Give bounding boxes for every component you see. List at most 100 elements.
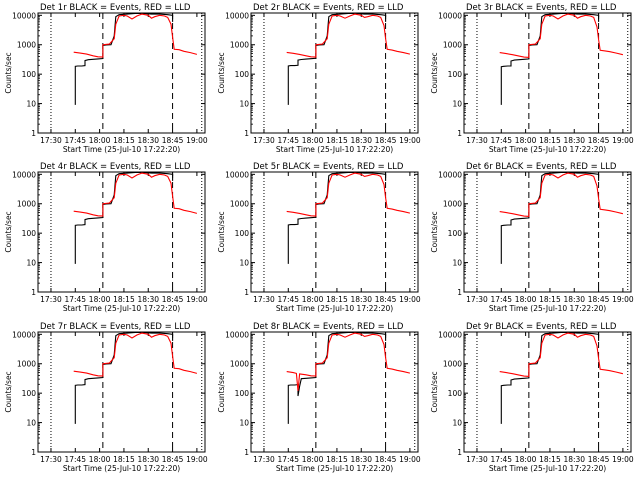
panel-title: Det 8r BLACK = Events, RED = LLD (253, 322, 404, 332)
detector-panel-6: Det 6r BLACK = Events, RED = LLD 1 10 100 10… (430, 162, 634, 313)
series-black-events-line (500, 171, 600, 264)
plot-frame (463, 331, 632, 453)
y-tick-label: 1000 (230, 41, 249, 50)
plot-frame (37, 171, 206, 293)
x-tick-label: 18:45 (588, 455, 610, 464)
x-tick-label: 18:30 (137, 136, 159, 145)
y-tick-label: 10000 (438, 170, 462, 179)
y-tick-label: 10000 (438, 330, 462, 339)
x-tick-label: 17:45 (490, 136, 512, 145)
y-axis-label: Counts/sec (4, 211, 13, 252)
x-tick-label: 18:30 (137, 455, 159, 464)
y-tick-label: 100 (448, 229, 463, 238)
series-red-lld-line (73, 13, 198, 58)
y-tick-label: 100 (235, 389, 250, 398)
y-tick-label: 1 (457, 288, 462, 297)
x-tick-label: 19:00 (399, 455, 421, 464)
x-tick-label: 18:00 (302, 136, 324, 145)
x-axis-label: Start Time (25-Jul-10 17:22:20) (489, 304, 606, 313)
y-tick-label: 10000 (225, 11, 249, 20)
y-tick-label: 10000 (438, 11, 462, 20)
x-tick-label: 17:45 (277, 455, 299, 464)
x-tick-label: 17:45 (490, 455, 512, 464)
series-black-events-line (287, 12, 387, 105)
y-tick-label: 1 (244, 448, 249, 457)
series-red-lld-line (499, 332, 624, 377)
x-tick-label: 18:30 (563, 136, 585, 145)
x-tick-label: 18:00 (515, 455, 537, 464)
y-axis-label: Counts/sec (217, 52, 226, 93)
x-tick-label: 17:30 (40, 136, 62, 145)
x-tick-label: 17:30 (466, 295, 488, 304)
x-tick-label: 19:00 (612, 455, 634, 464)
y-tick-label: 10 (26, 100, 36, 109)
x-tick-label: 18:00 (302, 455, 324, 464)
x-tick-label: 19:00 (612, 136, 634, 145)
x-tick-label: 17:30 (253, 455, 275, 464)
x-axis-label: Start Time (25-Jul-10 17:22:20) (276, 464, 393, 473)
x-tick-label: 18:15 (113, 136, 135, 145)
y-tick-label: 100 (448, 389, 463, 398)
x-tick-label: 18:15 (326, 295, 348, 304)
x-tick-label: 17:45 (277, 136, 299, 145)
y-tick-label: 10000 (225, 330, 249, 339)
series-red-lld-line (286, 172, 411, 217)
y-tick-label: 1000 (17, 200, 36, 209)
y-tick-label: 10 (26, 259, 36, 268)
series-black-events-line (74, 331, 174, 424)
y-tick-label: 10 (239, 259, 249, 268)
x-tick-label: 17:30 (253, 295, 275, 304)
x-tick-label: 19:00 (186, 455, 208, 464)
x-tick-label: 18:00 (302, 295, 324, 304)
y-tick-label: 1000 (17, 360, 36, 369)
y-tick-label: 10 (452, 259, 462, 268)
series-black-events-line (74, 171, 174, 264)
y-tick-label: 1 (457, 129, 462, 138)
detector-panel-3: Det 3r BLACK = Events, RED = LLD 1 10 100 10… (430, 3, 634, 154)
y-tick-label: 10 (452, 100, 462, 109)
y-tick-label: 1 (457, 448, 462, 457)
x-tick-label: 18:15 (113, 295, 135, 304)
detector-panel-5: Det 5r BLACK = Events, RED = LLD 1 10 100 10… (217, 162, 421, 313)
detector-panel-4: Det 4r BLACK = Events, RED = LLD 1 10 100 10… (4, 162, 208, 313)
x-tick-label: 18:30 (350, 455, 372, 464)
detector-panel-7: Det 7r BLACK = Events, RED = LLD 1 10 100 10… (4, 322, 208, 473)
x-tick-label: 17:45 (277, 295, 299, 304)
x-tick-label: 18:00 (89, 295, 111, 304)
y-tick-label: 100 (22, 70, 37, 79)
y-tick-label: 100 (22, 229, 37, 238)
x-tick-label: 18:30 (350, 136, 372, 145)
x-tick-label: 17:45 (64, 136, 86, 145)
y-tick-label: 10000 (12, 170, 36, 179)
detector-panel-9: Det 9r BLACK = Events, RED = LLD 1 10 100 10… (430, 322, 634, 473)
series-black-events-line (287, 331, 387, 424)
panel-title: Det 1r BLACK = Events, RED = LLD (40, 3, 191, 13)
y-tick-label: 10 (239, 100, 249, 109)
x-tick-label: 18:00 (515, 295, 537, 304)
x-tick-label: 17:45 (490, 295, 512, 304)
x-tick-label: 18:45 (162, 455, 184, 464)
detector-panel-2: Det 2r BLACK = Events, RED = LLD 1 10 100 10… (217, 3, 421, 154)
series-red-lld-line (73, 172, 198, 217)
x-axis-label: Start Time (25-Jul-10 17:22:20) (489, 464, 606, 473)
x-axis-label: Start Time (25-Jul-10 17:22:20) (63, 145, 180, 154)
x-tick-label: 17:30 (253, 136, 275, 145)
x-tick-label: 19:00 (612, 295, 634, 304)
y-tick-label: 1000 (443, 360, 462, 369)
y-tick-label: 10 (239, 419, 249, 428)
series-black-events-line (500, 12, 600, 105)
series-red-lld-line (73, 332, 198, 377)
y-tick-label: 1000 (230, 200, 249, 209)
x-tick-label: 19:00 (399, 295, 421, 304)
y-tick-label: 100 (448, 70, 463, 79)
x-axis-label: Start Time (25-Jul-10 17:22:20) (276, 304, 393, 313)
y-axis-label: Counts/sec (430, 371, 439, 412)
y-tick-label: 10 (26, 419, 36, 428)
series-black-events-line (500, 331, 600, 424)
x-tick-label: 17:30 (466, 136, 488, 145)
y-axis-label: Counts/sec (217, 371, 226, 412)
panel-title: Det 2r BLACK = Events, RED = LLD (253, 3, 404, 13)
x-axis-label: Start Time (25-Jul-10 17:22:20) (63, 304, 180, 313)
x-tick-label: 18:45 (162, 295, 184, 304)
